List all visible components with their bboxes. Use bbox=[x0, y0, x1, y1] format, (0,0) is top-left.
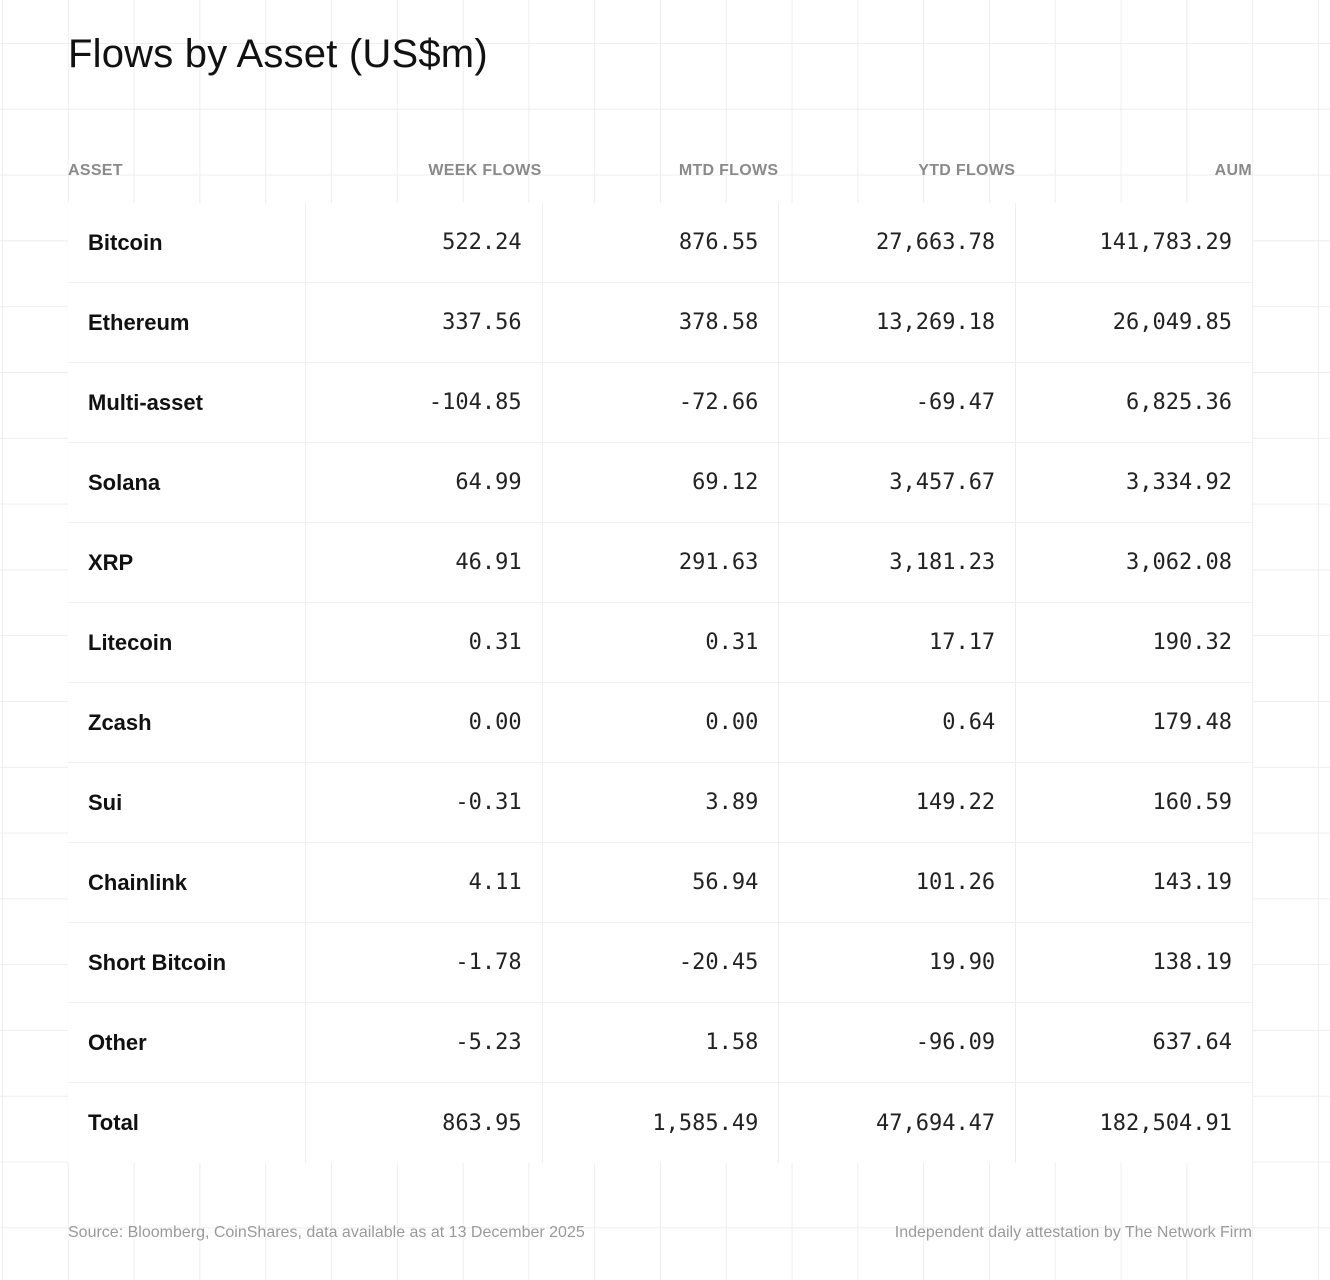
cell-week-flows: 46.91 bbox=[304, 523, 542, 602]
table-row: Zcash 0.00 0.00 0.64 179.48 bbox=[68, 683, 1252, 763]
cell-aum: 637.64 bbox=[1015, 1003, 1252, 1082]
cell-asset: Short Bitcoin bbox=[88, 949, 227, 975]
cell-asset: Total bbox=[88, 1110, 139, 1135]
cell-aum: 160.59 bbox=[1015, 763, 1252, 842]
table-row: Ethereum 337.56 378.58 13,269.18 26,049.85 bbox=[68, 283, 1252, 363]
cell-ytd-flows: 17.17 bbox=[778, 603, 1015, 682]
cell-asset: Chainlink bbox=[88, 869, 188, 895]
cell-aum: 6,825.36 bbox=[1015, 363, 1252, 442]
source-note: Source: Bloomberg, CoinShares, data avai… bbox=[68, 1224, 585, 1241]
cell-aum: 3,062.08 bbox=[1015, 523, 1252, 602]
cell-ytd-flows: 13,269.18 bbox=[778, 283, 1015, 362]
cell-ytd-flows: 3,181.23 bbox=[778, 523, 1015, 602]
cell-ytd-flows: -96.09 bbox=[778, 1003, 1015, 1082]
cell-week-flows: -104.85 bbox=[304, 363, 542, 442]
table-row: Other -5.23 1.58 -96.09 637.64 bbox=[68, 1003, 1252, 1083]
cell-ytd-flows: 0.64 bbox=[778, 683, 1015, 762]
cell-asset: Litecoin bbox=[88, 629, 173, 655]
cell-aum: 182,504.91 bbox=[1015, 1083, 1252, 1163]
cell-mtd-flows: 56.94 bbox=[541, 843, 779, 922]
cell-mtd-flows: 69.12 bbox=[541, 443, 779, 522]
cell-week-flows: 863.95 bbox=[304, 1083, 542, 1163]
cell-week-flows: -0.31 bbox=[304, 763, 542, 842]
cell-ytd-flows: 27,663.78 bbox=[778, 203, 1015, 282]
table-row: Short Bitcoin -1.78 -20.45 19.90 138.19 bbox=[68, 923, 1252, 1003]
table-row: Bitcoin 522.24 876.55 27,663.78 141,783.29 bbox=[68, 203, 1252, 283]
cell-aum: 26,049.85 bbox=[1015, 283, 1252, 362]
table-row: Chainlink 4.11 56.94 101.26 143.19 bbox=[68, 843, 1252, 923]
cell-asset: Solana bbox=[88, 469, 161, 495]
table-row: XRP 46.91 291.63 3,181.23 3,062.08 bbox=[68, 523, 1252, 603]
table-row: Multi-asset -104.85 -72.66 -69.47 6,825.36 bbox=[68, 363, 1252, 443]
cell-asset: Zcash bbox=[88, 709, 152, 735]
cell-mtd-flows: 1,585.49 bbox=[541, 1083, 779, 1163]
cell-asset: Bitcoin bbox=[88, 229, 163, 255]
cell-aum: 3,334.92 bbox=[1015, 443, 1252, 522]
cell-mtd-flows: 291.63 bbox=[541, 523, 779, 602]
cell-mtd-flows: -72.66 bbox=[541, 363, 779, 442]
cell-week-flows: -1.78 bbox=[304, 923, 542, 1002]
cell-ytd-flows: 101.26 bbox=[778, 843, 1015, 922]
header-week-flows: WEEK FLOWS bbox=[428, 162, 542, 179]
header-aum: AUM bbox=[1214, 162, 1252, 179]
cell-mtd-flows: 3.89 bbox=[541, 763, 779, 842]
cell-ytd-flows: 19.90 bbox=[778, 923, 1015, 1002]
cell-ytd-flows: 47,694.47 bbox=[778, 1083, 1015, 1163]
cell-week-flows: 0.00 bbox=[304, 683, 542, 762]
cell-asset: XRP bbox=[88, 549, 134, 575]
cell-mtd-flows: 0.00 bbox=[541, 683, 779, 762]
cell-asset: Multi-asset bbox=[88, 389, 203, 415]
flows-table: Bitcoin 522.24 876.55 27,663.78 141,783.29 Et… bbox=[68, 203, 1252, 1163]
table-row: Sui -0.31 3.89 149.22 160.59 bbox=[68, 763, 1252, 843]
cell-asset: Sui bbox=[88, 789, 123, 815]
cell-week-flows: -5.23 bbox=[304, 1003, 542, 1082]
cell-mtd-flows: -20.45 bbox=[541, 923, 779, 1002]
cell-aum: 179.48 bbox=[1015, 683, 1252, 762]
header-asset: ASSET bbox=[68, 162, 123, 179]
cell-ytd-flows: 3,457.67 bbox=[778, 443, 1015, 522]
cell-week-flows: 4.11 bbox=[304, 843, 542, 922]
cell-aum: 190.32 bbox=[1015, 603, 1252, 682]
cell-aum: 138.19 bbox=[1015, 923, 1252, 1002]
attestation-note: Independent daily attestation by The Net… bbox=[894, 1224, 1252, 1241]
cell-mtd-flows: 0.31 bbox=[541, 603, 779, 682]
cell-week-flows: 0.31 bbox=[304, 603, 542, 682]
table-row: Litecoin 0.31 0.31 17.17 190.32 bbox=[68, 603, 1252, 683]
cell-mtd-flows: 378.58 bbox=[541, 283, 779, 362]
cell-mtd-flows: 1.58 bbox=[541, 1003, 779, 1082]
cell-ytd-flows: 149.22 bbox=[778, 763, 1015, 842]
cell-aum: 143.19 bbox=[1015, 843, 1252, 922]
cell-mtd-flows: 876.55 bbox=[541, 203, 779, 282]
table-row: Solana 64.99 69.12 3,457.67 3,334.92 bbox=[68, 443, 1252, 523]
cell-asset: Other bbox=[88, 1029, 147, 1055]
table-header: ASSET WEEK FLOWS MTD FLOWS YTD FLOWS AUM bbox=[68, 158, 1252, 184]
header-ytd-flows: YTD FLOWS bbox=[918, 162, 1016, 179]
chart-title: Flows by Asset (US$m) bbox=[68, 32, 488, 76]
cell-week-flows: 522.24 bbox=[304, 203, 542, 282]
cell-week-flows: 64.99 bbox=[304, 443, 542, 522]
table-row: Total 863.95 1,585.49 47,694.47 182,504.91 bbox=[68, 1083, 1252, 1163]
cell-aum: 141,783.29 bbox=[1015, 203, 1252, 282]
cell-week-flows: 337.56 bbox=[304, 283, 542, 362]
cell-asset: Ethereum bbox=[88, 309, 190, 335]
cell-ytd-flows: -69.47 bbox=[778, 363, 1015, 442]
header-mtd-flows: MTD FLOWS bbox=[678, 162, 779, 179]
